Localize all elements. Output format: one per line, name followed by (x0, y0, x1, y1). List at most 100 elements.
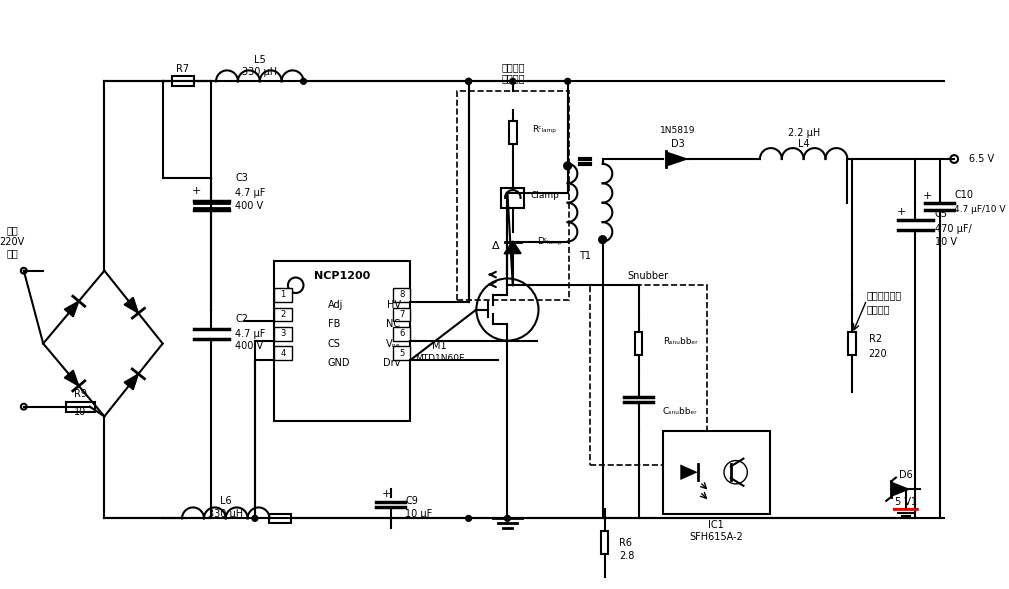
Circle shape (565, 78, 570, 84)
Text: 6.5 V: 6.5 V (969, 154, 994, 164)
Polygon shape (124, 297, 138, 313)
Text: Drv: Drv (383, 358, 401, 368)
Circle shape (504, 515, 511, 521)
Circle shape (252, 515, 258, 521)
Bar (274, 346, 292, 360)
Text: 5: 5 (399, 349, 405, 358)
Text: Rₛₙᵤbbₑᵣ: Rₛₙᵤbbₑᵣ (663, 337, 697, 346)
Circle shape (564, 162, 571, 170)
Text: 220: 220 (869, 349, 887, 359)
Text: Clamp: Clamp (531, 191, 559, 200)
Bar (509, 121, 517, 144)
Bar (274, 307, 292, 321)
Text: T1: T1 (579, 251, 591, 261)
Polygon shape (666, 151, 689, 167)
Bar (501, 188, 525, 207)
Bar (393, 307, 411, 321)
Text: 2.2 μH: 2.2 μH (788, 128, 819, 138)
Text: Vₒₑ: Vₒₑ (385, 339, 401, 349)
Text: SFH615A-2: SFH615A-2 (689, 532, 743, 542)
Text: 2: 2 (281, 310, 286, 319)
Circle shape (598, 236, 606, 243)
Text: C3: C3 (235, 173, 248, 183)
Circle shape (301, 78, 307, 84)
Text: 4.7 μF: 4.7 μF (235, 188, 265, 198)
Circle shape (466, 515, 471, 521)
Text: +: + (192, 186, 202, 196)
Polygon shape (124, 374, 138, 390)
Text: R9: R9 (74, 389, 87, 399)
Polygon shape (65, 301, 79, 317)
Polygon shape (891, 481, 910, 497)
Text: FB: FB (328, 319, 340, 329)
Text: NC: NC (386, 319, 401, 329)
Text: R6: R6 (620, 538, 632, 548)
Text: CS: CS (328, 339, 341, 349)
Bar (274, 261, 411, 421)
Text: +: + (922, 191, 931, 201)
Text: Adj: Adj (328, 300, 343, 310)
Text: C2: C2 (235, 315, 248, 325)
Bar (457, 91, 569, 300)
Text: +: + (381, 489, 390, 499)
Circle shape (476, 279, 539, 340)
Text: 4.7 μF: 4.7 μF (235, 329, 265, 339)
Text: C10: C10 (955, 190, 974, 200)
Text: HV: HV (386, 300, 401, 310)
Bar (269, 514, 291, 523)
Text: 吸收电路: 吸收电路 (501, 74, 525, 84)
Bar (849, 332, 856, 355)
Text: 330 μH: 330 μH (208, 508, 243, 518)
Text: NCP1200: NCP1200 (314, 270, 370, 280)
Text: 保护电路: 保护电路 (867, 305, 890, 315)
Text: 8: 8 (399, 290, 405, 299)
Text: M1: M1 (432, 342, 447, 352)
Text: IC1: IC1 (708, 520, 724, 530)
Text: 3: 3 (281, 329, 286, 338)
Text: 5 V1: 5 V1 (895, 497, 917, 507)
Bar (274, 327, 292, 340)
Bar (635, 332, 643, 355)
Text: 10: 10 (74, 406, 86, 416)
Text: 1: 1 (281, 290, 286, 299)
Bar (393, 288, 411, 302)
Text: 交流
220V
输入: 交流 220V 输入 (0, 225, 25, 258)
Bar (66, 402, 95, 412)
Text: Cₛₙᵤbbₑᵣ: Cₛₙᵤbbₑᵣ (663, 407, 697, 416)
Polygon shape (680, 465, 698, 480)
Polygon shape (504, 241, 521, 253)
Text: MTD1N60E: MTD1N60E (415, 353, 464, 363)
Text: 6: 6 (399, 329, 405, 338)
Text: 10 V: 10 V (934, 237, 957, 247)
Text: C9: C9 (406, 496, 419, 506)
Bar (600, 531, 608, 554)
Circle shape (466, 78, 471, 84)
Text: 反峰脉冲: 反峰脉冲 (501, 62, 525, 72)
Text: 2.8: 2.8 (620, 551, 635, 561)
Text: 4.7 μF/10 V: 4.7 μF/10 V (955, 205, 1006, 214)
Text: Snubber: Snubber (628, 270, 669, 280)
Text: R2: R2 (869, 334, 882, 344)
Bar (393, 327, 411, 340)
Text: 10 μF: 10 μF (406, 508, 433, 518)
Text: 330 μH: 330 μH (242, 67, 277, 77)
Text: R7: R7 (177, 64, 190, 74)
Text: 1N5819: 1N5819 (660, 127, 695, 135)
Text: D6: D6 (899, 469, 912, 479)
Bar (393, 346, 411, 360)
Text: Dᶜₗₐₘₚ: Dᶜₗₐₘₚ (537, 237, 562, 246)
Text: Rᶜₗₐₘₚ: Rᶜₗₐₘₚ (532, 125, 556, 134)
Circle shape (288, 277, 304, 293)
Text: 场效应开关管: 场效应开关管 (867, 290, 902, 300)
Polygon shape (65, 370, 79, 386)
Circle shape (466, 78, 471, 84)
Text: 7: 7 (399, 310, 405, 319)
Text: L6: L6 (220, 496, 232, 506)
Text: +: + (897, 207, 906, 217)
Circle shape (510, 78, 516, 84)
Bar (663, 431, 770, 514)
Text: 400 V: 400 V (235, 201, 263, 211)
Text: L4: L4 (798, 140, 809, 150)
Text: Δ: Δ (491, 241, 499, 252)
Text: 4: 4 (281, 349, 286, 358)
